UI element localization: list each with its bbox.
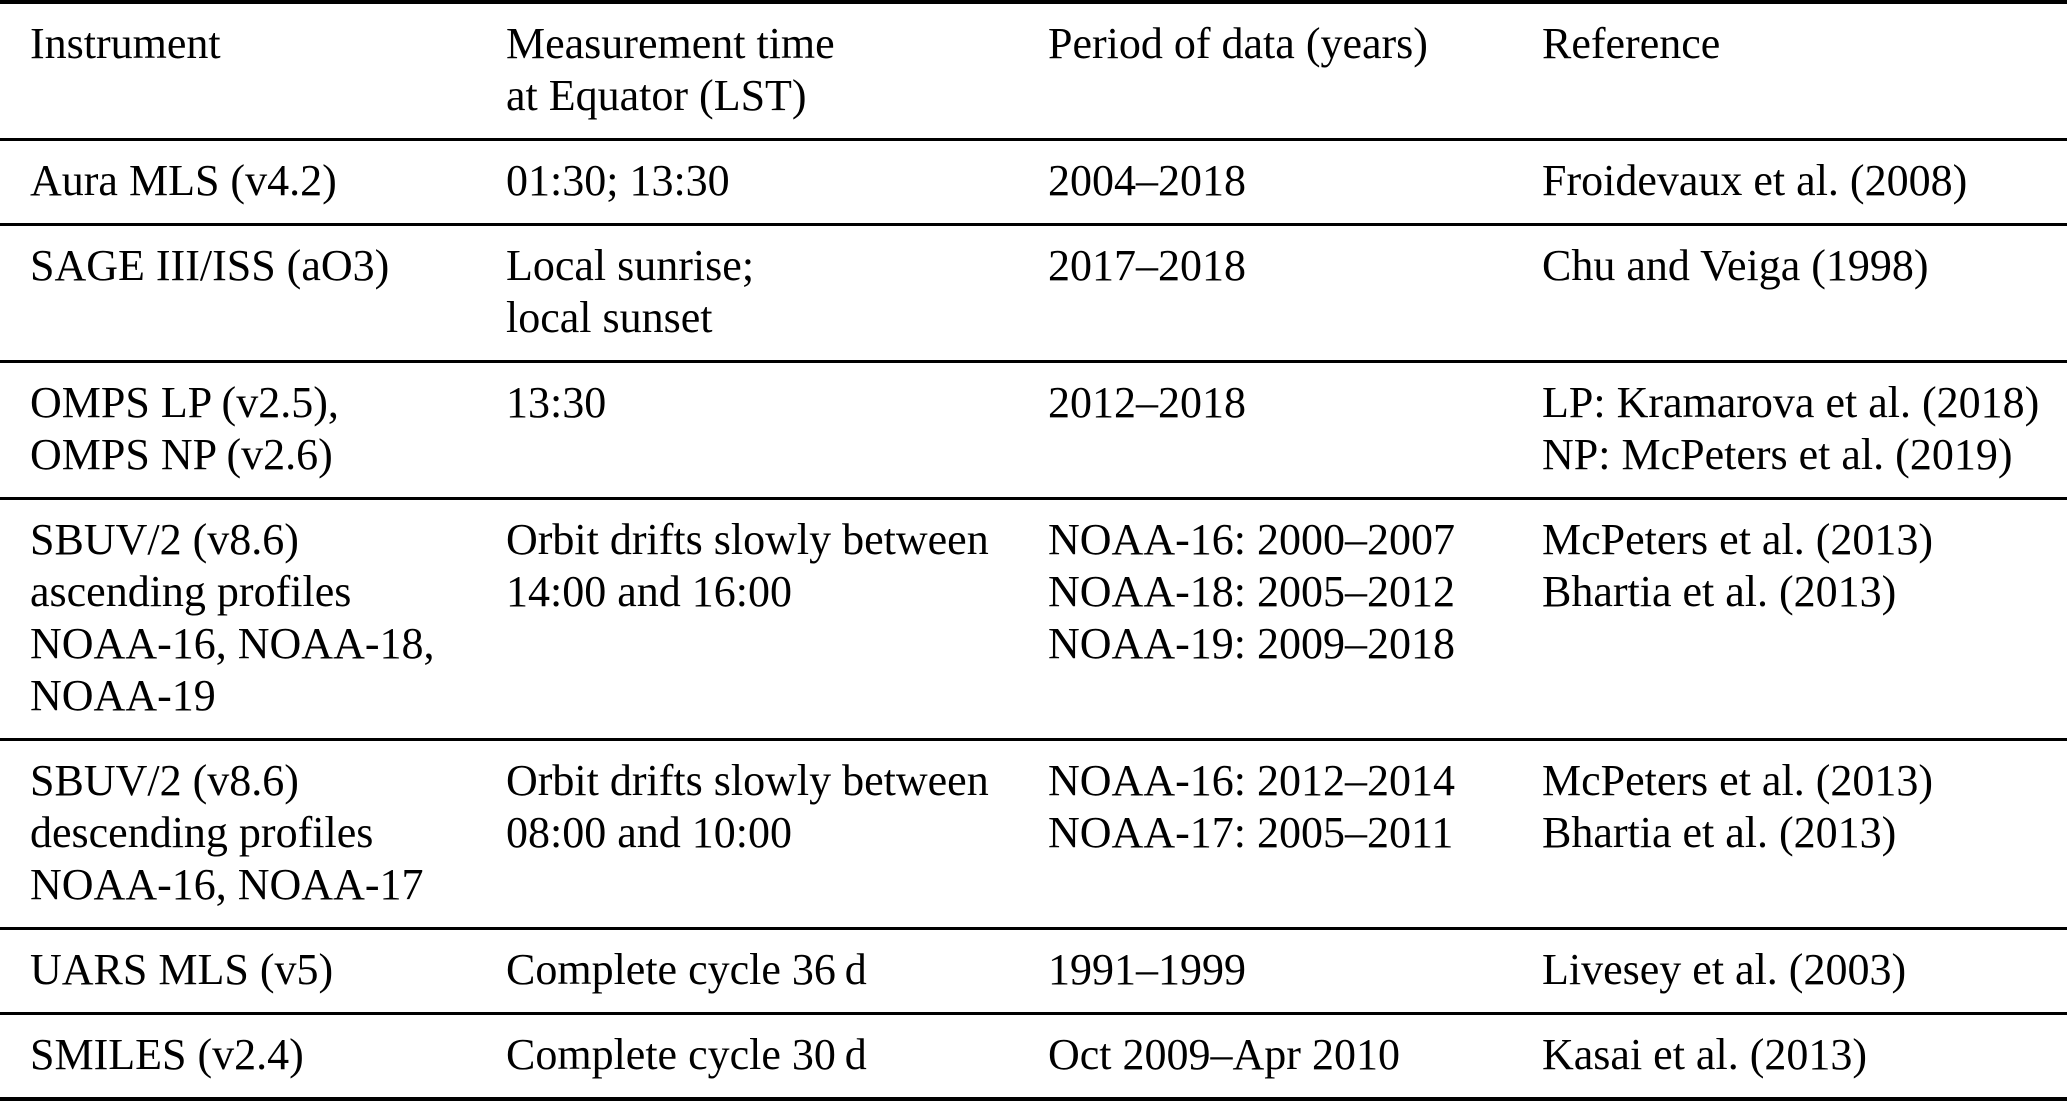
cell-reference: LP: Kramarova et al. (2018) NP: McPeters… [1542, 361, 2067, 500]
cell-instrument: Aura MLS (v4.2) [0, 139, 506, 226]
column-header-period: Period of data (years) [1048, 2, 1542, 141]
cell-period: Oct 2009–Apr 2010 [1048, 1030, 1400, 1079]
cell-period: 1991–1999 [1048, 928, 1542, 1015]
table-header: Instrument Measurement time at Equator (… [0, 2, 2067, 141]
column-header-reference: Reference [1542, 2, 2067, 141]
cell-instrument: SBUV/2 (v8.6) ascending profiles NOAA-16… [0, 498, 506, 741]
cell-measurement-time: Complete cycle 30 d [506, 1030, 867, 1079]
cell-measurement-time: Local sunrise; local sunset [506, 224, 1048, 363]
table-row: UARS MLS (v5) Complete cycle 36 d 1991–1… [0, 928, 2067, 1015]
table-body: Aura MLS (v4.2) 01:30; 13:30 2004–2018 F… [0, 139, 2067, 1100]
cell-instrument: SAGE III/ISS (aO3) [0, 224, 506, 363]
cell-measurement-time: 01:30; 13:30 [506, 139, 1048, 226]
table-row: OMPS LP (v2.5), OMPS NP (v2.6) 13:30 201… [0, 361, 2067, 500]
cell-measurement-time: Orbit drifts slowly between 08:00 and 10… [506, 739, 1048, 930]
table-row: SBUV/2 (v8.6) ascending profiles NOAA-16… [0, 498, 2067, 741]
cell-measurement-time: Orbit drifts slowly between 14:00 and 16… [506, 498, 1048, 741]
table-row: SAGE III/ISS (aO3) Local sunrise; local … [0, 224, 2067, 363]
column-header-measurement-time: Measurement time at Equator (LST) [506, 2, 1048, 141]
cell-reference: McPeters et al. (2013) Bhartia et al. (2… [1542, 739, 2067, 930]
table-row: SMILES (v2.4) Complete cycle 30 d Oct 20… [0, 1014, 2067, 1100]
cell-instrument: UARS MLS (v5) [0, 928, 506, 1015]
cell-reference: Froidevaux et al. (2008) [1542, 139, 2067, 226]
cell-measurement-time: 13:30 [506, 361, 1048, 500]
cell-instrument: SMILES (v2.4) [30, 1030, 304, 1079]
cell-measurement-time: Complete cycle 36 d [506, 928, 1048, 1015]
table-row: SBUV/2 (v8.6) descending profiles NOAA-1… [0, 739, 2067, 930]
cell-period: 2017–2018 [1048, 224, 1542, 363]
cell-period: NOAA-16: 2000–2007 NOAA-18: 2005–2012 NO… [1048, 498, 1542, 741]
cell-reference: Livesey et al. (2003) [1542, 928, 2067, 1015]
cell-reference: Chu and Veiga (1998) [1542, 224, 2067, 363]
cell-instrument: SBUV/2 (v8.6) descending profiles NOAA-1… [0, 739, 506, 930]
cell-period: NOAA-16: 2012–2014 NOAA-17: 2005–2011 [1048, 739, 1542, 930]
cell-period: 2012–2018 [1048, 361, 1542, 500]
table-row: Aura MLS (v4.2) 01:30; 13:30 2004–2018 F… [0, 139, 2067, 226]
column-header-instrument: Instrument [0, 2, 506, 141]
header-row: Instrument Measurement time at Equator (… [0, 2, 2067, 141]
cell-reference: McPeters et al. (2013) Bhartia et al. (2… [1542, 498, 2067, 741]
cell-instrument: OMPS LP (v2.5), OMPS NP (v2.6) [0, 361, 506, 500]
cell-period: 2004–2018 [1048, 139, 1542, 226]
cell-reference: Kasai et al. (2013) [1542, 1030, 1867, 1079]
